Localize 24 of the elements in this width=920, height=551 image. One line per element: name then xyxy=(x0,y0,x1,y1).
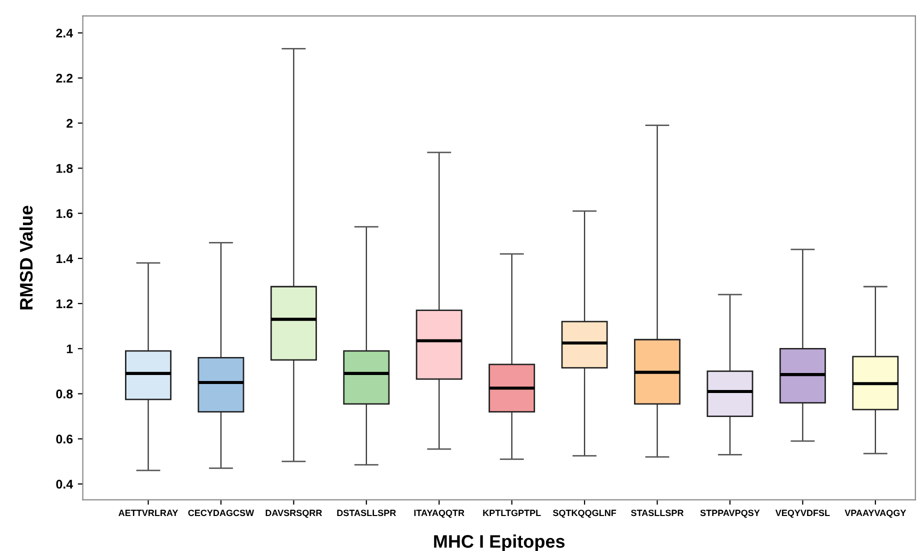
y-tick-label: 1.2 xyxy=(56,299,73,308)
y-tick-label: 2.2 xyxy=(56,74,73,83)
x-axis-title: MHC I Epitopes xyxy=(434,534,565,551)
x-tick-label: VPAAYVAQGY xyxy=(844,510,906,518)
y-tick-label: 0.4 xyxy=(56,480,74,489)
x-tick-label: SQTKQQGLNF xyxy=(552,510,616,518)
y-tick-label: 1.4 xyxy=(56,254,74,263)
x-tick-label: STPPAVPQSY xyxy=(700,510,760,518)
y-tick-label: 1.6 xyxy=(56,209,73,218)
x-tick-label: CECYDAGCSW xyxy=(188,510,254,516)
y-tick-label: 1.8 xyxy=(56,164,73,173)
x-tick-label: DAVSRSQRR xyxy=(266,510,322,518)
y-tick-label: 0.6 xyxy=(56,434,73,444)
x-tick-label: DSTASLLSPR xyxy=(337,510,396,516)
x-tick-label: ITAYAQQTR xyxy=(414,510,464,518)
y-axis-title: RMSD Value xyxy=(19,206,33,310)
y-tick-label: 2.4 xyxy=(56,28,74,38)
x-tick-label: VEQYVDFSL xyxy=(775,510,830,518)
x-tick-label: KPTLTGPTPL xyxy=(483,510,541,516)
x-tick-label: AETTVRLRAY xyxy=(118,510,178,516)
x-tick-label: STASLLSPR xyxy=(631,510,684,516)
y-tick-label: 1 xyxy=(66,344,73,354)
y-tick-label: 2 xyxy=(66,118,73,128)
y-tick-label: 0.8 xyxy=(56,390,73,398)
